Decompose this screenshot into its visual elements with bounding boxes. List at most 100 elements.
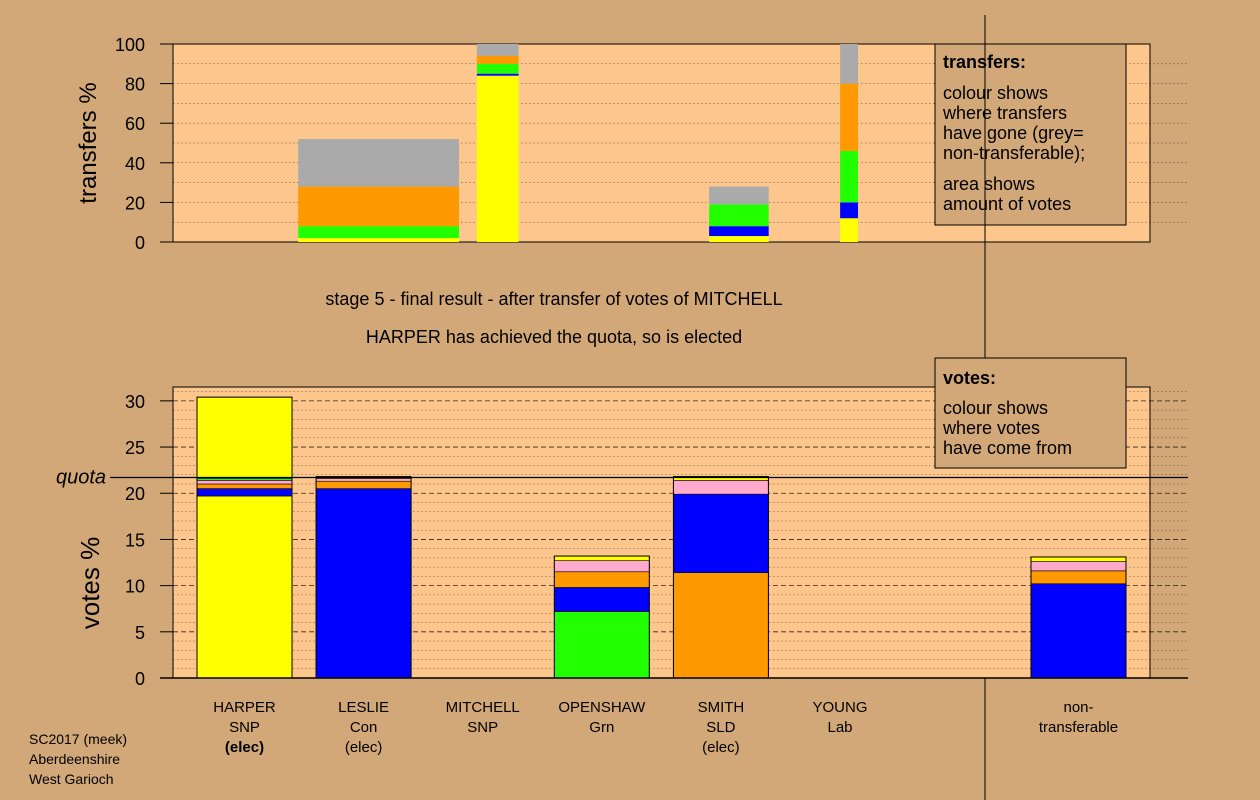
candidate-party: SNP <box>467 719 498 736</box>
vote-bar-segment <box>673 493 769 573</box>
vote-bar-segment <box>196 396 293 479</box>
candidate-status: (elec) <box>345 739 383 756</box>
vote-bar-segment <box>196 480 293 485</box>
votes-y-axis-label: votes % <box>75 537 105 630</box>
votes-legend-line: have come from <box>943 438 1072 458</box>
vote-bar-segment <box>673 572 769 679</box>
footer-line: SC2017 (meek) <box>29 731 127 747</box>
vote-bar-segment <box>553 555 650 561</box>
transfer-bar-segment <box>476 44 519 56</box>
candidate-name: non- <box>1063 699 1093 716</box>
candidate-party: Lab <box>827 719 852 736</box>
votes-y-tick-label: 25 <box>125 438 145 458</box>
candidate-name: OPENSHAW <box>558 699 646 716</box>
transfer-bar-segment <box>709 236 769 242</box>
transfer-bar-segment <box>476 63 519 74</box>
candidate-party: transferable <box>1039 719 1118 736</box>
vote-bar-segment <box>553 560 650 573</box>
transfer-bar-segment <box>476 73 519 76</box>
votes-bars <box>196 396 1127 679</box>
transfer-bar-segment <box>476 75 519 243</box>
stage-title: stage 5 - final result - after transfer … <box>325 289 782 309</box>
votes-legend-line: where votes <box>942 418 1040 438</box>
candidate-status: (elec) <box>702 739 740 756</box>
candidate-party: Con <box>350 719 378 736</box>
votes-y-tick-label: 0 <box>135 669 145 689</box>
transfers-legend-line: non-transferable); <box>943 143 1085 163</box>
transfer-bar-segment <box>840 44 859 84</box>
transfers-y-axis: 0 20 40 60 80 100 <box>115 35 173 253</box>
transfers-legend-line: colour shows <box>943 83 1048 103</box>
votes-chart: 0 5 10 15 20 25 30 quota votes % votes: colour… <box>56 357 1188 756</box>
transfer-bar-segment <box>298 186 460 227</box>
transfers-chart: 0 20 40 60 80 100 transfers % transfers: colo… <box>75 35 1188 253</box>
transfer-bar-segment <box>840 202 859 219</box>
vote-bar-segment <box>196 483 293 489</box>
transfer-bar-segment <box>840 83 859 151</box>
candidate-status: (elec) <box>225 739 264 756</box>
transfer-bar-segment <box>476 55 519 64</box>
transfers-y-tick-label: 80 <box>125 75 145 95</box>
vote-bar-segment <box>673 480 769 495</box>
votes-legend-line: colour shows <box>943 398 1048 418</box>
candidate-name: SMITH <box>698 699 745 716</box>
stage-subtitle: HARPER has achieved the quota, so is ele… <box>366 327 742 347</box>
transfers-y-tick-label: 40 <box>125 154 145 174</box>
candidate-party: Grn <box>589 719 614 736</box>
vote-bar-segment <box>1030 561 1127 572</box>
transfers-y-tick-label: 0 <box>135 233 145 253</box>
vote-bar-segment <box>315 478 412 482</box>
footer-line: West Garioch <box>29 771 114 787</box>
transfer-bar-segment <box>840 218 859 242</box>
vote-bar-segment <box>196 488 293 497</box>
votes-legend-box <box>934 357 1127 469</box>
votes-y-tick-label: 30 <box>125 392 145 412</box>
vote-bar-segment <box>315 480 412 489</box>
candidate-party: SNP <box>229 719 260 736</box>
transfer-bar-segment <box>298 139 460 187</box>
votes-y-tick-label: 10 <box>125 577 145 597</box>
transfers-legend-line: area shows <box>943 174 1035 194</box>
transfers-legend-box <box>934 43 1127 226</box>
transfers-legend-line: have gone (grey= <box>943 123 1084 143</box>
transfer-bar-segment <box>298 226 460 239</box>
transfer-bar-segment <box>840 150 859 203</box>
candidate-name: MITCHELL <box>446 699 520 716</box>
vote-bar-segment <box>315 488 412 679</box>
footer-line: Aberdeenshire <box>29 751 120 767</box>
vote-bar-segment <box>1030 583 1127 679</box>
transfer-bar-segment <box>298 238 460 242</box>
candidate-labels: HARPER SNP (elec) LESLIE Con (elec) MITCHELL SN… <box>213 699 1118 756</box>
footer: SC2017 (meek) Aberdeenshire West Garioch <box>29 731 127 787</box>
transfer-bar-segment <box>709 226 769 237</box>
vote-bar-segment <box>553 587 650 612</box>
transfers-y-tick-label: 20 <box>125 193 145 213</box>
candidate-party: SLD <box>706 719 735 736</box>
transfer-bar-segment <box>709 186 769 205</box>
transfers-bars <box>298 44 859 243</box>
transfers-legend-line: amount of votes <box>943 194 1071 214</box>
transfers-y-axis-label: transfers % <box>75 82 102 203</box>
transfers-y-tick-label: 60 <box>125 114 145 134</box>
vote-bar-segment <box>553 611 650 679</box>
vote-bar-segment <box>196 495 293 679</box>
transfers-legend-line: where transfers <box>942 103 1067 123</box>
votes-legend-title: votes: <box>943 368 996 388</box>
transfers-y-tick-label: 100 <box>115 35 145 55</box>
vote-bar-segment <box>1030 556 1127 562</box>
candidate-name: HARPER <box>213 699 276 716</box>
votes-y-tick-label: 15 <box>125 530 145 550</box>
votes-y-axis: 0 5 10 15 20 25 30 <box>125 392 173 689</box>
quota-label: quota <box>56 467 106 489</box>
candidate-name: LESLIE <box>338 699 389 716</box>
votes-y-tick-label: 5 <box>135 623 145 643</box>
candidate-name: YOUNG <box>812 699 867 716</box>
votes-y-tick-label: 20 <box>125 484 145 504</box>
vote-bar-segment <box>1030 570 1127 585</box>
vote-bar-segment <box>553 571 650 588</box>
